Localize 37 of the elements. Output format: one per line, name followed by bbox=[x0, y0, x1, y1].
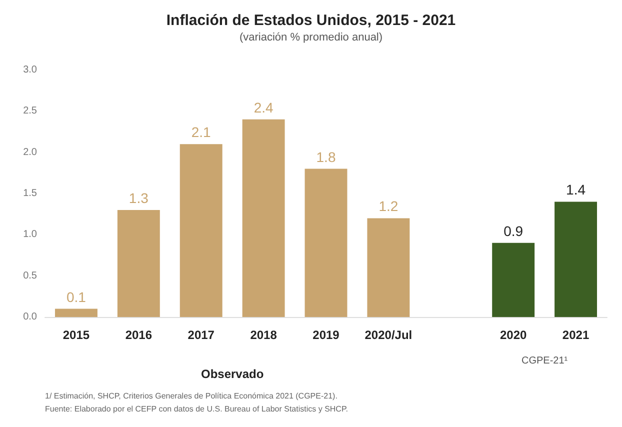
y-tick-label: 1.5 bbox=[23, 188, 38, 199]
data-label: 1.3 bbox=[128, 190, 149, 206]
y-tick-label: 3.0 bbox=[23, 64, 38, 76]
data-label: 0.1 bbox=[66, 288, 86, 305]
x-tick-label: 2015 bbox=[62, 328, 90, 342]
bar bbox=[117, 210, 160, 317]
chart-title: Inflación de Estados Unidos, 2015 - 2021 bbox=[166, 12, 456, 29]
y-tick-label: 1.0 bbox=[23, 229, 38, 240]
bar bbox=[304, 168, 348, 317]
x-tick-label: 2019 bbox=[312, 328, 340, 342]
data-label: 1.8 bbox=[316, 148, 336, 165]
x-tick-label: 2020 bbox=[500, 328, 528, 342]
x-tick-label: 2020/Jul bbox=[364, 328, 412, 342]
text: CGPE-21¹ bbox=[521, 356, 568, 366]
source-note: Fuente: Elaborado por el CEFP con datos de U.S. Bureau of Labor Statistics y SHCP. bbox=[45, 404, 348, 414]
data-label: 1.2 bbox=[378, 198, 398, 214]
data-label: 2.4 bbox=[254, 99, 274, 116]
x-tick-label: 2017 bbox=[188, 328, 215, 342]
y-tick-label: 2.0 bbox=[23, 146, 38, 158]
y-tick-label: 0.0 bbox=[23, 312, 38, 322]
data-label: 0.9 bbox=[504, 222, 524, 239]
text: 1/ Estimación, SHCP, Criterios Generales de Política Económica 2021 (CGPE-21). bbox=[45, 392, 338, 400]
y-tick-label: 0.5 bbox=[23, 270, 38, 282]
data-label: 2.1 bbox=[191, 124, 212, 140]
bar bbox=[367, 218, 410, 317]
bar bbox=[242, 119, 285, 317]
chart-subtitle: (variación % promedio anual) bbox=[239, 32, 383, 44]
text: Observado bbox=[200, 367, 264, 381]
x-tick-label: 2016 bbox=[125, 328, 152, 342]
x-tick-label: 2021 bbox=[562, 328, 590, 342]
bar bbox=[554, 202, 598, 317]
x-tick-label: 2018 bbox=[250, 328, 278, 342]
y-tick-label: 2.5 bbox=[23, 106, 38, 117]
data-label: 1.4 bbox=[566, 182, 586, 198]
bar bbox=[54, 308, 98, 317]
bar bbox=[492, 242, 535, 317]
bar bbox=[180, 144, 222, 317]
